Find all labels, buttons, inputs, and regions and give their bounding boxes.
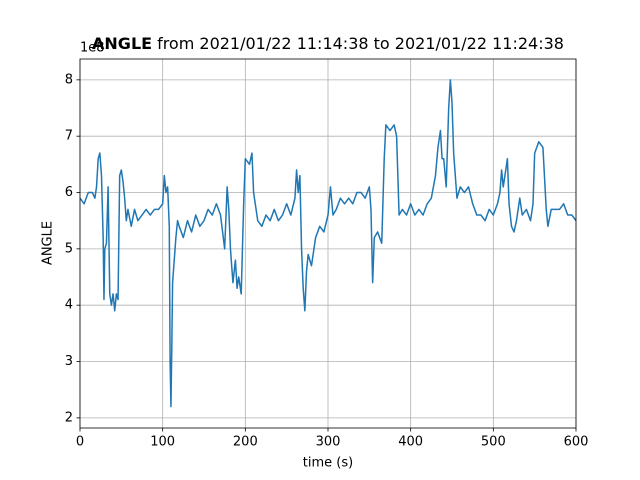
x-tick-label: 500 — [481, 435, 506, 450]
data-line — [80, 79, 576, 408]
chart-title: ANGLE from 2021/01/22 11:14:38 to 2021/01… — [92, 34, 564, 53]
ticks: 0 100 200 300 400 500 600 2 3 4 5 6 7 8 — [65, 72, 589, 449]
offset-text: 1e8 — [80, 41, 105, 56]
x-tick-label: 200 — [233, 435, 258, 450]
title-rest: from 2021/01/22 11:14:38 to 2021/01/22 1… — [157, 34, 564, 53]
y-tick-label: 7 — [65, 129, 73, 144]
y-tick-label: 3 — [65, 354, 73, 369]
title-bold: ANGLE — [92, 34, 152, 53]
y-tick-label: 6 — [65, 185, 73, 200]
x-tick-label: 300 — [316, 435, 341, 450]
plot-area — [80, 79, 576, 408]
x-tick-label: 100 — [150, 435, 175, 450]
y-tick-label: 4 — [65, 298, 73, 313]
y-tick-label: 8 — [65, 72, 73, 87]
y-tick-label: 2 — [65, 410, 73, 425]
y-tick-label: 5 — [65, 241, 73, 256]
x-tick-label: 400 — [398, 435, 423, 450]
x-tick-label: 600 — [564, 435, 589, 450]
x-tick-label: 0 — [76, 435, 84, 450]
y-axis-label: ANGLE — [41, 221, 56, 265]
x-axis-label: time (s) — [303, 456, 353, 471]
